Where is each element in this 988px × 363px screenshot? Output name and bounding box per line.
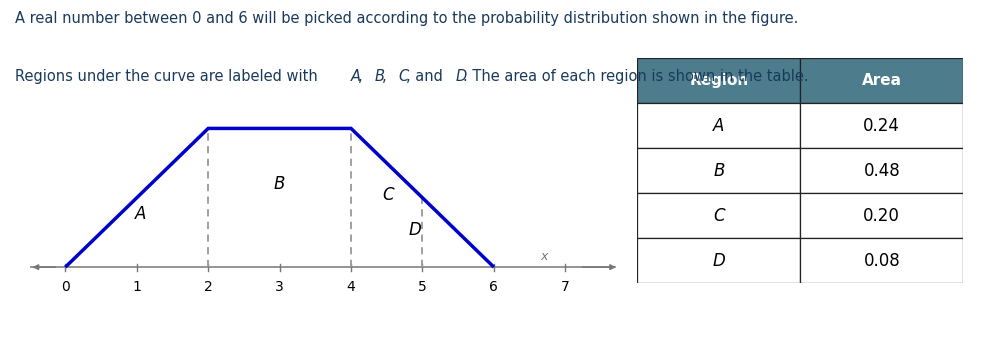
Text: 0.20: 0.20 bbox=[864, 207, 900, 225]
Text: B: B bbox=[274, 175, 286, 193]
Bar bbox=[637, 58, 800, 103]
Text: 0.08: 0.08 bbox=[864, 252, 900, 270]
Text: D: D bbox=[712, 252, 725, 270]
Text: A real number between 0 and 6 will be picked according to the probability distri: A real number between 0 and 6 will be pi… bbox=[15, 11, 798, 26]
Text: A: A bbox=[713, 117, 724, 135]
Text: 0.48: 0.48 bbox=[864, 162, 900, 180]
Bar bbox=[637, 238, 800, 283]
Text: A: A bbox=[351, 69, 361, 84]
Text: 3: 3 bbox=[276, 280, 284, 294]
Text: B: B bbox=[713, 162, 724, 180]
Text: D: D bbox=[455, 69, 467, 84]
Text: Regions under the curve are labeled with: Regions under the curve are labeled with bbox=[15, 69, 322, 84]
Text: ,: , bbox=[382, 69, 391, 84]
Bar bbox=[637, 103, 800, 148]
Text: , and: , and bbox=[406, 69, 448, 84]
Text: 1: 1 bbox=[132, 280, 141, 294]
Bar bbox=[637, 193, 800, 238]
Text: B: B bbox=[374, 69, 384, 84]
Text: . The area of each region is shown in the table.: . The area of each region is shown in th… bbox=[463, 69, 809, 84]
Text: Area: Area bbox=[862, 73, 902, 88]
Text: D: D bbox=[409, 221, 422, 239]
Text: C: C bbox=[713, 207, 724, 225]
Text: 2: 2 bbox=[204, 280, 212, 294]
Bar bbox=[800, 238, 963, 283]
Text: x: x bbox=[540, 250, 547, 263]
Text: Region: Region bbox=[690, 73, 748, 88]
Bar bbox=[800, 58, 963, 103]
Text: C: C bbox=[382, 186, 394, 204]
Text: ,: , bbox=[359, 69, 368, 84]
Text: C: C bbox=[399, 69, 409, 84]
Text: 4: 4 bbox=[347, 280, 356, 294]
Text: A: A bbox=[134, 205, 146, 223]
Text: 7: 7 bbox=[561, 280, 570, 294]
Text: 5: 5 bbox=[418, 280, 427, 294]
Text: 0.24: 0.24 bbox=[864, 117, 900, 135]
Bar bbox=[800, 103, 963, 148]
Text: 6: 6 bbox=[489, 280, 498, 294]
Bar bbox=[800, 193, 963, 238]
Text: 0: 0 bbox=[61, 280, 70, 294]
Bar bbox=[800, 148, 963, 193]
Bar bbox=[637, 148, 800, 193]
